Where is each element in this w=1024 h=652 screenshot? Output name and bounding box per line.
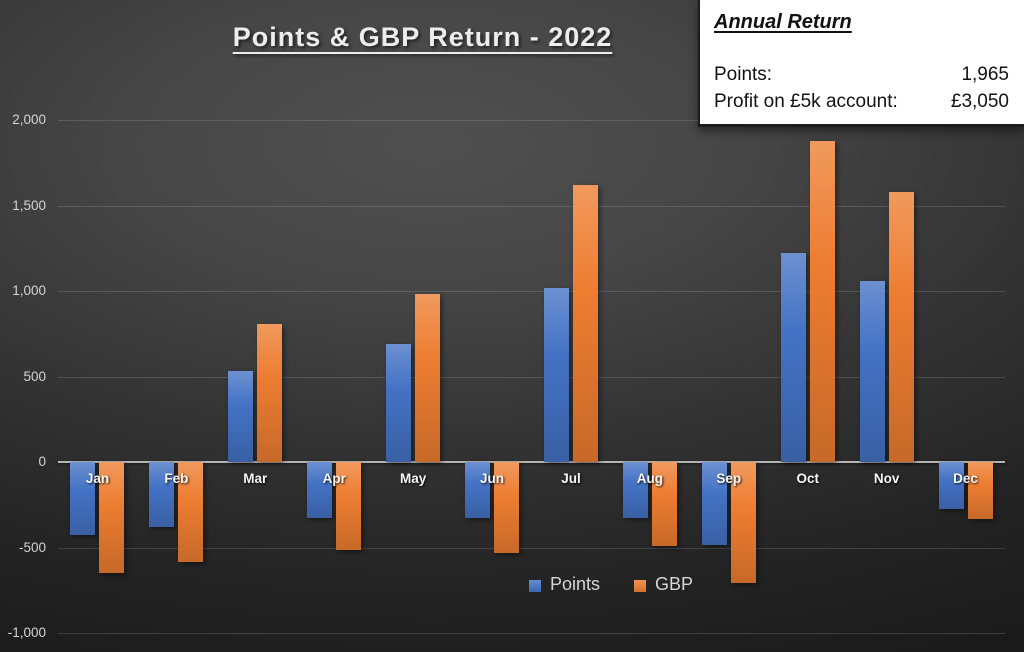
x-category-label-feb: Feb bbox=[164, 471, 189, 486]
x-category-label-oct: Oct bbox=[796, 471, 819, 486]
chart-title: Points & GBP Return - 2022 bbox=[232, 22, 613, 52]
y-tick-label-1500: 1,500 bbox=[12, 197, 46, 213]
y-tick-label-2000: 2,000 bbox=[12, 112, 46, 127]
gridline-500 bbox=[58, 376, 1005, 378]
bar-gbp-may bbox=[415, 294, 441, 462]
legend-item-points: Points bbox=[529, 574, 600, 595]
bar-gbp-dec bbox=[967, 462, 993, 520]
chart-legend: Points GBP bbox=[529, 574, 693, 595]
annual-profit-value: £3,050 bbox=[950, 91, 1009, 112]
bar-gbp-feb bbox=[178, 462, 204, 563]
bar-points-sep bbox=[701, 462, 727, 545]
x-category-label-mar: Mar bbox=[243, 471, 268, 486]
bar-gbp-jul bbox=[572, 184, 598, 462]
gridline-1500 bbox=[58, 205, 1005, 207]
bar-gbp-sep bbox=[730, 462, 756, 583]
y-tick-label-1000: 1,000 bbox=[12, 283, 46, 298]
annual-points-label: Points: bbox=[714, 64, 773, 85]
legend-label-points: Points bbox=[550, 574, 601, 594]
legend-item-gbp: GBP bbox=[634, 574, 693, 595]
x-category-label-jul: Jul bbox=[561, 471, 581, 486]
bar-points-jan bbox=[70, 462, 96, 535]
annual-profit-row: Profit on £5k account: £3,050 bbox=[714, 88, 1009, 115]
gridline--500 bbox=[58, 547, 1005, 549]
annual-profit-label: Profit on £5k account: bbox=[714, 91, 898, 112]
legend-label-gbp: GBP bbox=[655, 574, 694, 594]
gridline-2000 bbox=[58, 120, 1005, 121]
bar-points-oct bbox=[780, 253, 806, 462]
annual-points-row: Points: 1,965 bbox=[714, 61, 1009, 88]
bar-points-mar bbox=[228, 371, 254, 462]
y-tick-label--1000: -1,000 bbox=[7, 625, 46, 640]
y-tick-label-0: 0 bbox=[38, 454, 46, 469]
x-category-label-jun: Jun bbox=[480, 471, 505, 486]
bar-gbp-apr bbox=[336, 462, 362, 551]
legend-swatch-gbp bbox=[634, 579, 647, 592]
bar-points-may bbox=[386, 344, 412, 462]
bar-points-dec bbox=[938, 462, 964, 510]
bar-gbp-jan bbox=[99, 462, 125, 574]
annual-return-heading: Annual Return bbox=[714, 11, 852, 33]
bar-points-jun bbox=[465, 462, 491, 519]
bar-gbp-jun bbox=[494, 462, 520, 554]
bar-gbp-oct bbox=[809, 140, 835, 462]
annual-points-value: 1,965 bbox=[961, 64, 1009, 85]
bar-points-jul bbox=[543, 288, 569, 462]
bar-points-feb bbox=[149, 462, 175, 527]
x-category-label-aug: Aug bbox=[636, 471, 663, 486]
x-category-label-apr: Apr bbox=[322, 471, 346, 486]
y-tick-label-500: 500 bbox=[23, 368, 46, 384]
annual-return-panel: Annual Return Points: 1,965 Profit on £5… bbox=[698, 0, 1024, 127]
bar-gbp-aug bbox=[651, 462, 677, 546]
x-category-label-may: May bbox=[399, 471, 427, 486]
gridline-1000 bbox=[58, 291, 1005, 292]
x-category-label-jan: Jan bbox=[85, 471, 110, 486]
x-category-label-sep: Sep bbox=[716, 471, 742, 486]
y-tick-label--500: -500 bbox=[18, 539, 46, 555]
bar-gbp-mar bbox=[257, 324, 283, 462]
x-category-label-nov: Nov bbox=[873, 471, 900, 486]
bar-gbp-nov bbox=[888, 191, 914, 462]
bar-points-apr bbox=[307, 462, 333, 519]
bar-points-nov bbox=[859, 280, 885, 462]
bar-points-aug bbox=[622, 462, 648, 518]
x-axis-line bbox=[58, 461, 1005, 463]
x-category-label-dec: Dec bbox=[953, 471, 978, 486]
gridline--1000 bbox=[58, 633, 1005, 634]
legend-swatch-points bbox=[529, 579, 541, 592]
